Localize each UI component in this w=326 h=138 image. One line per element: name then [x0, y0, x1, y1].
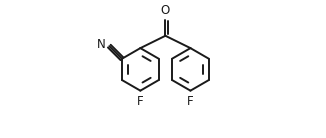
Text: F: F [187, 95, 194, 108]
Text: F: F [137, 95, 144, 108]
Text: N: N [97, 38, 106, 51]
Text: O: O [161, 4, 170, 17]
